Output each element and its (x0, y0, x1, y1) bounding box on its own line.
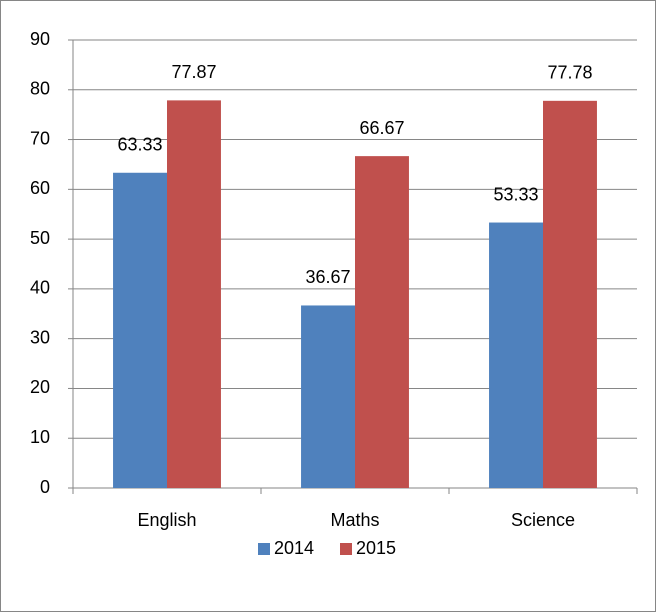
y-tick-label: 30 (30, 327, 50, 347)
data-label: 36.67 (305, 267, 350, 287)
y-tick-label: 0 (40, 477, 50, 497)
data-label: 53.33 (493, 184, 538, 204)
legend-label: 2014 (274, 538, 314, 558)
bar (167, 100, 221, 489)
data-label: 63.33 (117, 135, 162, 155)
bar (489, 222, 543, 489)
bar (355, 156, 409, 488)
data-label: 66.67 (359, 118, 404, 138)
y-tick-label: 90 (30, 29, 50, 49)
y-tick-label: 50 (30, 228, 50, 248)
legend-label: 2015 (356, 538, 396, 558)
data-label: 77.78 (547, 63, 592, 83)
y-tick-label: 70 (30, 128, 50, 148)
x-tick-label: Maths (330, 510, 379, 530)
y-tick-label: 80 (30, 79, 50, 99)
y-tick-label: 20 (30, 377, 50, 397)
x-tick-label: Science (511, 510, 575, 530)
y-tick-label: 60 (30, 178, 50, 198)
x-tick-label: English (137, 510, 196, 530)
data-label: 77.87 (171, 62, 216, 82)
y-tick-label: 10 (30, 427, 50, 447)
bar (543, 100, 597, 489)
legend-swatch (340, 543, 352, 555)
bar (113, 172, 167, 489)
legend-swatch (258, 543, 270, 555)
y-tick-label: 40 (30, 278, 50, 298)
bar (301, 305, 355, 488)
